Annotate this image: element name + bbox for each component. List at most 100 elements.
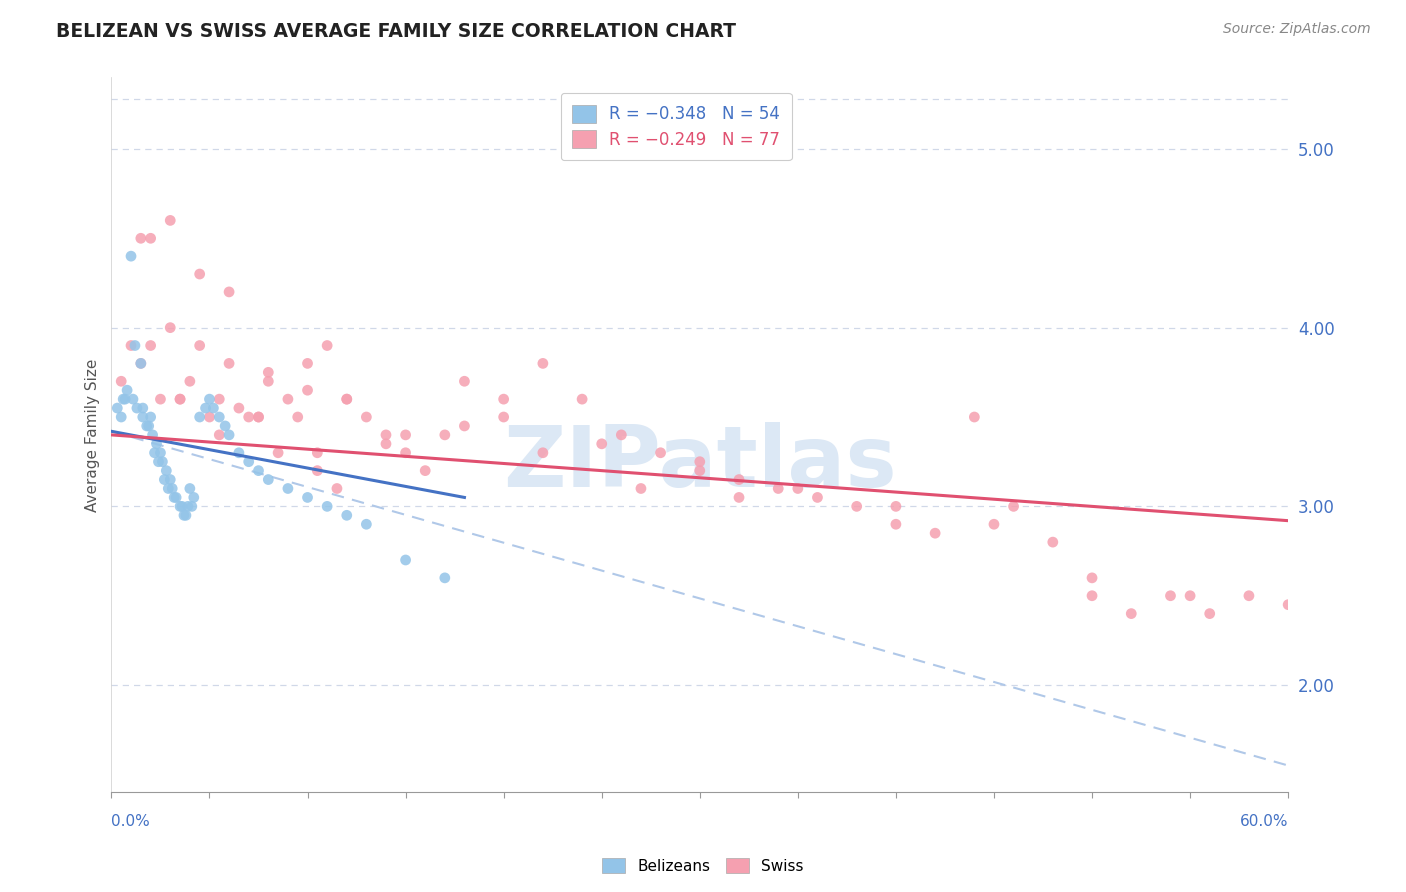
Point [963,410,986,425]
Point [316,500,339,514]
Point [238,410,260,425]
Point [148,455,170,469]
Point [165,491,187,505]
Point [142,428,165,442]
Point [1237,589,1260,603]
Point [120,338,142,352]
Point [139,231,162,245]
Point [180,500,202,514]
Point [277,392,299,406]
Point [806,491,828,505]
Point [531,356,554,370]
Point [307,446,329,460]
Point [112,392,135,406]
Point [492,392,515,406]
Point [110,410,132,425]
Point [394,553,416,567]
Point [247,464,270,478]
Point [214,419,236,434]
Point [160,482,183,496]
Point [188,267,211,281]
Point [453,374,475,388]
Point [153,473,176,487]
Point [413,464,436,478]
Point [135,419,157,434]
Point [845,500,868,514]
Point [433,428,456,442]
Point [689,455,711,469]
Point [152,455,174,469]
Point [159,473,181,487]
Point [1002,500,1025,514]
Point [1042,535,1064,549]
Point [728,473,751,487]
Point [983,517,1005,532]
Point [356,517,378,532]
Point [149,392,172,406]
Point [356,410,378,425]
Point [139,338,162,352]
Point [169,392,191,406]
Point [170,500,193,514]
Point [326,482,349,496]
Point [188,410,211,425]
Point [208,428,231,442]
Point [132,401,155,415]
Point [218,356,240,370]
Point [336,392,359,406]
Point [238,455,260,469]
Point [124,338,146,352]
Point [218,285,240,299]
Point [267,446,290,460]
Text: ZIPatlas: ZIPatlas [503,422,897,505]
Text: 60.0%: 60.0% [1240,814,1288,829]
Point [884,517,907,532]
Point [531,446,554,460]
Point [247,410,270,425]
Point [120,249,142,263]
Point [1081,589,1104,603]
Point [433,571,456,585]
Point [198,392,221,406]
Point [1277,598,1299,612]
Point [138,419,160,434]
Point [114,392,136,406]
Point [630,482,652,496]
Point [257,365,280,379]
Point [228,401,250,415]
Point [297,356,319,370]
Point [177,500,200,514]
Point [129,356,152,370]
Point [257,473,280,487]
Point [247,410,270,425]
Point [394,428,416,442]
Point [110,374,132,388]
Point [169,500,191,514]
Point [159,320,181,334]
Point [208,392,231,406]
Point [287,410,309,425]
Point [297,383,319,397]
Point [336,508,359,523]
Point [316,338,339,352]
Point [105,401,128,415]
Point [179,374,201,388]
Point [492,410,515,425]
Point [1081,571,1104,585]
Point [1198,607,1220,621]
Point [129,356,152,370]
Point [198,410,221,425]
Point [145,437,167,451]
Point [571,392,593,406]
Text: 0.0%: 0.0% [111,814,150,829]
Point [1121,607,1143,621]
Point [610,428,633,442]
Legend: Belizeans, Swiss: Belizeans, Swiss [596,852,810,880]
Point [188,338,211,352]
Point [924,526,946,541]
Point [169,392,191,406]
Point [174,508,197,523]
Y-axis label: Average Family Size: Average Family Size [86,359,100,512]
Point [650,446,672,460]
Point [179,482,201,496]
